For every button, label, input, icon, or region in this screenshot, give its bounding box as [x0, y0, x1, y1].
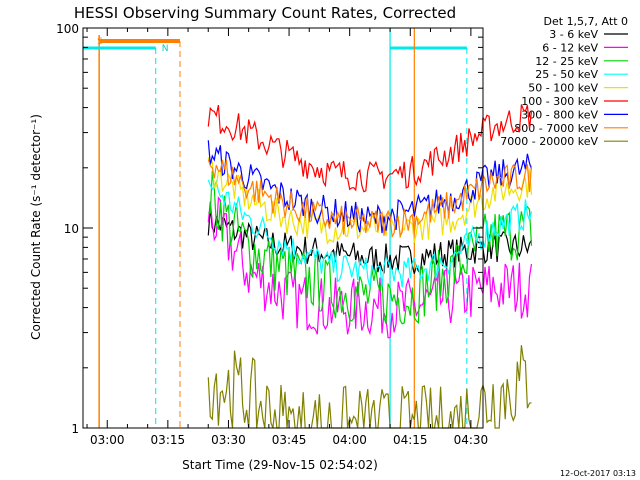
- legend-label-5: 100 - 300 keV: [521, 95, 598, 108]
- series-line-6: [207, 140, 533, 234]
- plot-axes: 03:00 03:15 03:30 03:45 04:00 04:15 04:30 1 10 10…: [56, 22, 488, 447]
- series-layer: [207, 104, 533, 429]
- legend-label-4: 50 - 100 keV: [528, 82, 598, 95]
- plot-frame: [82, 27, 484, 429]
- series-line-1: [207, 196, 533, 339]
- legend-label-7: 800 - 7000 keV: [514, 122, 598, 135]
- series-line-0: [207, 207, 533, 275]
- y-axis-label: Corrected Count Rate (s⁻¹ detector⁻¹): [29, 114, 43, 340]
- saa-flag-label: S: [97, 37, 103, 47]
- legend-header: Det 1,5,7, Att 0: [544, 15, 628, 28]
- x-axis-label: Start Time (29-Nov-15 02:54:02): [182, 458, 378, 472]
- series-line-3: [207, 179, 533, 288]
- x-tick-label-5: 04:15: [393, 433, 428, 447]
- x-tick-label-3: 03:45: [272, 433, 307, 447]
- legend-label-2: 12 - 25 keV: [535, 55, 598, 68]
- x-tick-label-4: 04:00: [332, 433, 367, 447]
- x-tick-label-0: 03:00: [90, 433, 125, 447]
- x-tick-label-2: 03:30: [211, 433, 246, 447]
- legend-label-8: 7000 - 20000 keV: [500, 135, 598, 148]
- legend-label-3: 25 - 50 keV: [535, 68, 598, 81]
- x-tick-label-1: 03:15: [151, 433, 186, 447]
- x-tick-label-6: 04:30: [454, 433, 489, 447]
- chart-title: HESSI Observing Summary Count Rates, Cor…: [74, 4, 456, 22]
- series-line-7: [207, 159, 533, 239]
- timestamp: 12-Oct-2017 03:13: [560, 469, 636, 478]
- night-flag-label: N: [162, 44, 169, 54]
- legend-label-0: 3 - 6 keV: [549, 28, 598, 41]
- legend-label-6: 300 - 800 keV: [521, 108, 598, 121]
- y-tick-label-1: 10: [64, 222, 79, 236]
- y-tick-label-0: 1: [71, 422, 79, 436]
- series-line-5: [207, 104, 533, 193]
- legend-label-1: 6 - 12 keV: [542, 41, 598, 54]
- y-tick-label-2: 100: [56, 22, 79, 36]
